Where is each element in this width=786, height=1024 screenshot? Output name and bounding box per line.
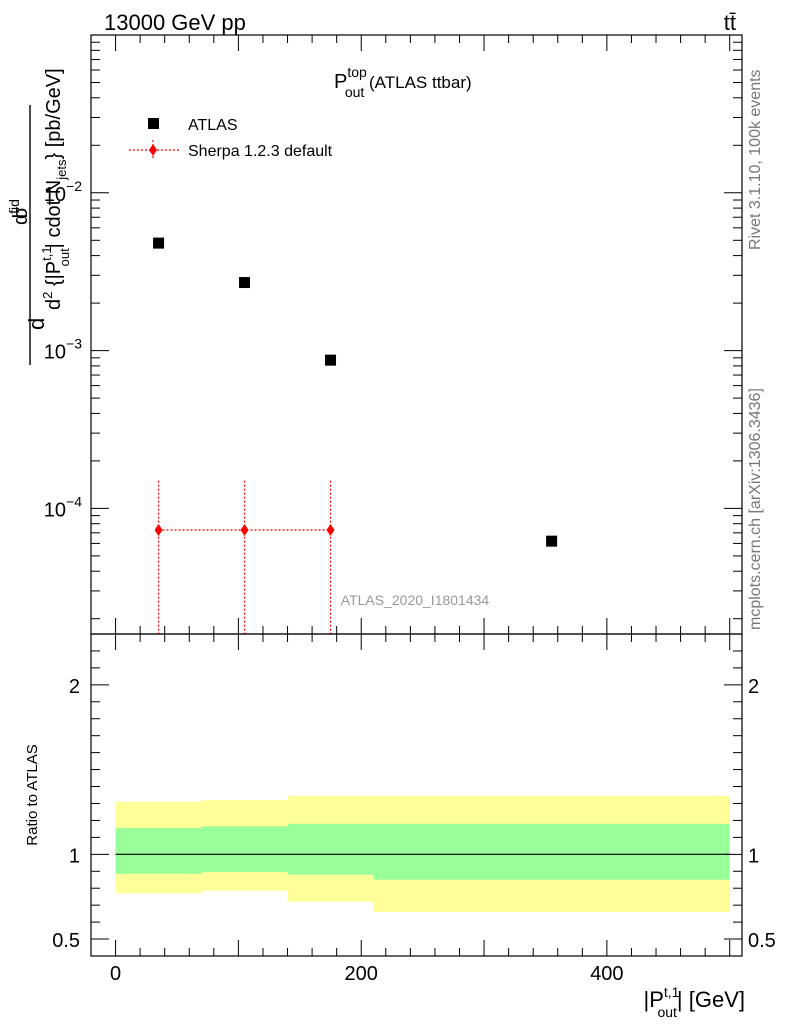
- y-label-numerator: dfidσ: [6, 199, 32, 225]
- main-y-tick-labels: 10−2 10−3 10−4: [44, 178, 82, 522]
- energy-label: 13000 GeV pp: [104, 10, 246, 35]
- ratio-y-tick-label: 1: [69, 845, 80, 867]
- ratio-y-tick-label: 0.5: [52, 930, 80, 952]
- ratio-y-axis-label: Ratio to ATLAS: [24, 744, 41, 845]
- main-y-tick-label: 10−3: [44, 336, 82, 364]
- atlas-point: [325, 354, 337, 366]
- main-data-layer: [153, 237, 558, 634]
- legend-atlas-marker: [148, 118, 159, 129]
- ratio-band-inner: [115, 828, 202, 874]
- mcplots-label: mcplots.cern.ch [arXiv:1306.3436]: [747, 388, 764, 630]
- sherpa-point: [154, 523, 163, 536]
- rivet-label: Rivet 3.1.10, 100k events: [747, 69, 764, 250]
- atlas-point: [239, 277, 251, 289]
- legend-atlas-label: ATLAS: [188, 117, 238, 134]
- ratio-y-tick-label-right: 0.5: [748, 930, 776, 952]
- main-y-tick-label: 10−2: [44, 178, 82, 206]
- x-tick-label: 400: [590, 963, 623, 985]
- ratio-band-inner: [287, 823, 374, 875]
- legend-sherpa-marker: [149, 144, 157, 156]
- main-axis-ticks: [91, 34, 742, 634]
- plot-title: Ptop out (ATLAS ttbar): [334, 64, 472, 100]
- x-tick-label: 200: [345, 963, 378, 985]
- atlas-point: [153, 237, 165, 249]
- x-axis-label: |Pt,1 out| [GeV]: [643, 984, 745, 1020]
- ratio-plot-frame: [90, 633, 743, 957]
- ratio-y-tick-label: 2: [69, 676, 80, 698]
- main-y-axis-label: d dfidσ d2 {|Pt,1 out| cdot Njets} [pb/Ge…: [6, 68, 72, 365]
- ratio-y-tick-label-right: 1: [748, 845, 759, 867]
- ratio-axis-ticks: [91, 634, 742, 956]
- main-y-tick-label: 10−4: [44, 493, 82, 521]
- legend: ATLAS Sherpa 1.2.3 default: [129, 117, 333, 160]
- legend-sherpa-label: Sherpa 1.2.3 default: [188, 143, 333, 160]
- atlas-point: [546, 535, 558, 547]
- ratio-tick-labels: 0.5 0.5 1 1 2 2 0 200 400: [52, 676, 776, 985]
- ratio-plot-panel: 0.5 0.5 1 1 2 2 0 200 400: [52, 633, 776, 985]
- x-tick-label: 0: [110, 963, 121, 985]
- ratio-band-inner: [201, 826, 288, 873]
- process-label: tt̄: [724, 10, 736, 35]
- y-label-denominator: d2 {|Pt,1 out| cdot Njets} [pb/GeV]: [39, 68, 72, 310]
- ratio-band-inner: [373, 823, 730, 880]
- sherpa-point: [240, 523, 249, 536]
- sherpa-point: [326, 523, 335, 536]
- analysis-watermark: ATLAS_2020_I1801434: [341, 592, 490, 608]
- ratio-y-tick-label-right: 2: [748, 676, 759, 698]
- main-plot-panel: 10−2 10−3 10−4 Ptop out (ATLAS ttbar) ATLAS…: [44, 34, 743, 635]
- svg-text:d: d: [24, 318, 49, 330]
